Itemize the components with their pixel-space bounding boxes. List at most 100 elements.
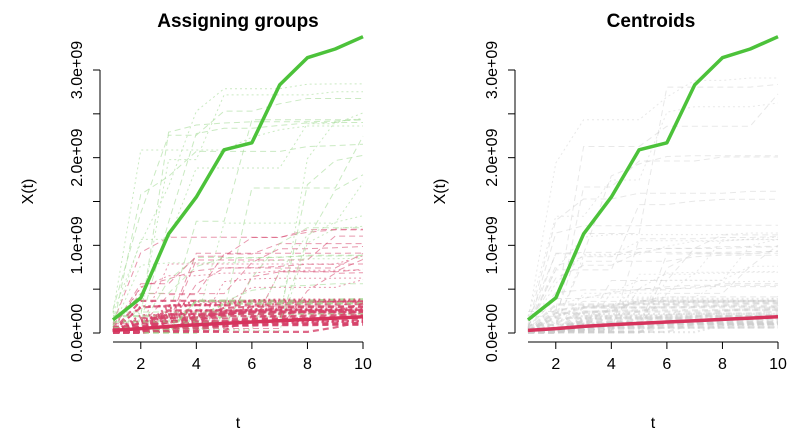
background-line bbox=[527, 224, 778, 329]
y-tick-label: 1.0e+09 bbox=[69, 216, 86, 274]
background-line bbox=[528, 323, 778, 334]
background-line bbox=[527, 286, 778, 329]
background-line bbox=[113, 91, 363, 315]
background-line bbox=[112, 303, 363, 332]
background-line bbox=[528, 302, 779, 332]
background-line bbox=[112, 316, 364, 334]
background-line bbox=[527, 284, 778, 329]
background-line bbox=[113, 119, 364, 317]
background-line bbox=[527, 313, 778, 333]
background-line bbox=[527, 296, 778, 332]
x-axis: 2 4 6 8 10 bbox=[113, 341, 372, 373]
background-line bbox=[527, 297, 778, 333]
background-line bbox=[527, 102, 779, 317]
y-tick-label: 2.0e+09 bbox=[484, 128, 501, 186]
background-line bbox=[113, 309, 364, 333]
background-line bbox=[527, 246, 779, 328]
series-line-1 bbox=[527, 315, 779, 333]
x-tick-label: 2 bbox=[136, 356, 145, 373]
background-line bbox=[528, 238, 779, 324]
background-line bbox=[527, 308, 779, 333]
panel-assigning-groups: Assigning groups 2 4 6 8 10 t 0.0e+00 1.0e+09 2.0… bbox=[20, 11, 372, 432]
background-line bbox=[527, 77, 778, 321]
x-tick-label: 6 bbox=[247, 356, 256, 373]
background-line bbox=[112, 143, 364, 328]
x-tick-label: 10 bbox=[354, 356, 372, 373]
background-line bbox=[112, 83, 363, 313]
x-tick-label: 10 bbox=[769, 356, 787, 373]
background-line bbox=[113, 119, 363, 317]
x-tick-label: 4 bbox=[192, 356, 201, 373]
background-line bbox=[113, 122, 363, 323]
x-axis-title: t bbox=[651, 415, 656, 432]
series-line-0 bbox=[526, 35, 779, 322]
y-tick-label: 0.0e+00 bbox=[69, 304, 86, 362]
background-line bbox=[528, 271, 778, 331]
background-line bbox=[528, 299, 778, 333]
background-line bbox=[113, 298, 363, 331]
background-line bbox=[528, 299, 779, 331]
background-line bbox=[113, 215, 364, 330]
background-line bbox=[527, 326, 779, 334]
background-line bbox=[527, 308, 778, 333]
x-tick-label: 6 bbox=[662, 356, 671, 373]
background-line bbox=[528, 239, 778, 331]
background-trajectories bbox=[112, 83, 364, 334]
background-line bbox=[113, 117, 364, 321]
background-line bbox=[528, 300, 778, 332]
series-line-0 bbox=[111, 35, 364, 322]
background-line bbox=[527, 245, 778, 327]
background-line bbox=[112, 228, 364, 328]
background-line bbox=[112, 112, 364, 326]
background-line bbox=[528, 326, 778, 334]
x-axis-title: t bbox=[236, 415, 241, 432]
background-line bbox=[528, 315, 779, 333]
background-line bbox=[528, 322, 778, 334]
background-line bbox=[527, 280, 778, 332]
chart-title: Assigning groups bbox=[157, 11, 319, 32]
background-line bbox=[528, 315, 778, 334]
y-axis-title: X(t) bbox=[20, 179, 37, 205]
series-line-1 bbox=[112, 315, 364, 333]
background-line bbox=[112, 98, 363, 310]
panel-centroids: Centroids 2 4 6 8 10 t 0.0e+00 1.0e+09 2.0e+09 3.0… bbox=[432, 11, 787, 432]
background-line bbox=[528, 244, 779, 325]
y-tick-label: 1.0e+09 bbox=[484, 216, 501, 274]
chart-title: Centroids bbox=[607, 11, 696, 32]
background-line bbox=[113, 255, 364, 328]
y-axis: 0.0e+00 1.0e+09 2.0e+09 3.0e+09 bbox=[484, 41, 516, 362]
x-tick-label: 8 bbox=[718, 356, 727, 373]
y-tick-label: 2.0e+09 bbox=[69, 128, 86, 186]
background-line bbox=[528, 239, 778, 328]
background-line bbox=[528, 310, 779, 333]
background-line bbox=[527, 306, 779, 332]
y-axis-title: X(t) bbox=[432, 179, 449, 205]
background-line bbox=[528, 323, 779, 334]
x-tick-label: 8 bbox=[303, 356, 312, 373]
x-axis: 2 4 6 8 10 bbox=[528, 341, 787, 373]
background-line bbox=[528, 252, 778, 331]
y-axis: 0.0e+00 1.0e+09 2.0e+09 3.0e+09 bbox=[69, 41, 101, 362]
background-line bbox=[527, 198, 778, 328]
background-line bbox=[527, 300, 778, 331]
background-line bbox=[113, 135, 364, 313]
background-trajectories bbox=[527, 77, 779, 334]
background-line bbox=[527, 190, 779, 325]
background-line bbox=[528, 236, 779, 332]
background-line bbox=[112, 246, 364, 325]
y-tick-label: 3.0e+09 bbox=[69, 41, 86, 99]
background-line bbox=[528, 295, 779, 331]
background-line bbox=[528, 265, 778, 332]
background-line bbox=[112, 255, 364, 327]
background-line bbox=[528, 306, 778, 333]
background-line bbox=[113, 243, 363, 327]
background-line bbox=[527, 304, 778, 332]
background-line bbox=[527, 232, 778, 329]
background-line bbox=[527, 312, 778, 333]
background-line bbox=[528, 283, 778, 332]
background-line bbox=[528, 254, 778, 326]
background-line bbox=[112, 263, 364, 329]
background-line bbox=[528, 314, 779, 333]
background-line bbox=[528, 93, 779, 312]
